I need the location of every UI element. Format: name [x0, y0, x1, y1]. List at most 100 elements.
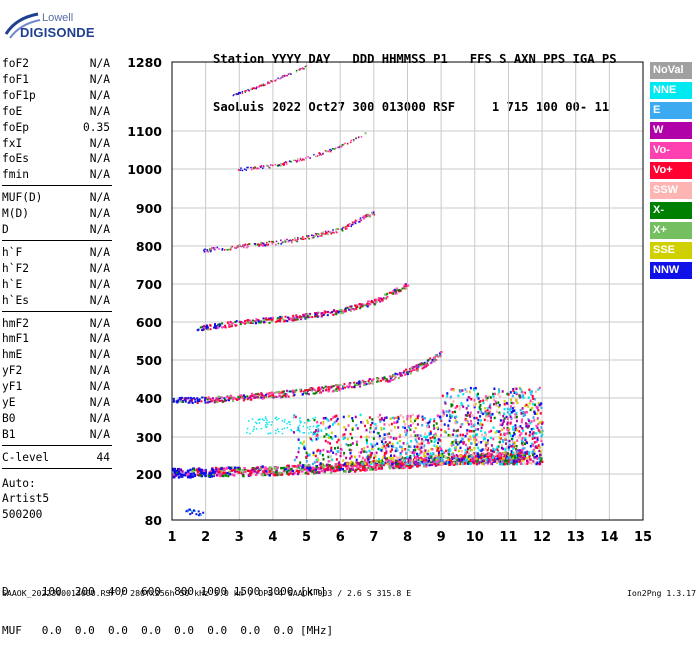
echo-point	[478, 454, 482, 457]
echo-point	[449, 434, 452, 437]
echo-point	[329, 311, 332, 314]
echo-point	[519, 461, 522, 465]
echo-point	[427, 452, 430, 456]
echo-point	[301, 393, 304, 395]
echo-point	[287, 73, 290, 75]
echo-point	[389, 450, 392, 453]
echo-point	[421, 418, 424, 421]
echo-point	[229, 248, 232, 251]
echo-point	[339, 145, 341, 147]
echo-point	[387, 460, 390, 464]
echo-point	[280, 165, 282, 167]
echo-point	[449, 395, 452, 399]
param-row-c-level: C-level 44	[2, 451, 110, 467]
echo-point	[365, 132, 367, 135]
param-row-fof2: foF2 N/A	[2, 57, 110, 73]
echo-point	[420, 446, 423, 449]
echo-point	[511, 442, 514, 446]
echo-point	[237, 471, 240, 474]
x-tick-label: 10	[466, 530, 484, 545]
echo-point	[272, 240, 274, 243]
echo-point	[490, 453, 493, 457]
echo-point	[336, 390, 338, 392]
echo-point	[264, 244, 266, 246]
echo-point	[314, 315, 316, 318]
echo-point	[283, 390, 285, 393]
echo-point	[534, 403, 536, 407]
echo-point	[326, 385, 329, 388]
echo-point	[514, 461, 517, 465]
echo-point	[534, 390, 537, 393]
ionogram-plot: 1 2 3 4 5 6 7 8 9 10 11 12 13 14 158020030040050060070…	[127, 55, 652, 545]
echo-point	[276, 466, 279, 469]
echo-point	[492, 395, 495, 398]
echo-point	[529, 422, 532, 425]
echo-point	[253, 428, 255, 430]
echo-point	[283, 162, 285, 165]
echo-point	[479, 408, 482, 411]
echo-point	[364, 462, 367, 465]
echo-point	[231, 322, 234, 325]
echo-point	[374, 443, 377, 447]
echo-point	[539, 412, 542, 415]
echo-point	[433, 460, 436, 463]
echo-point	[480, 426, 483, 429]
echo-point	[362, 468, 366, 471]
echo-point	[424, 432, 427, 435]
echo-point	[313, 153, 315, 156]
echo-point	[510, 401, 513, 405]
echo-point	[363, 450, 366, 453]
echo-point	[477, 428, 480, 431]
echo-point	[524, 432, 527, 436]
echo-point	[319, 387, 322, 390]
echo-point	[350, 386, 353, 389]
echo-point	[374, 302, 377, 305]
echo-point	[220, 396, 223, 399]
echo-point	[173, 471, 176, 474]
echo-point	[417, 458, 420, 462]
echo-point	[269, 317, 272, 320]
echo-point	[274, 417, 277, 420]
echo-point	[497, 430, 500, 433]
echo-point	[327, 436, 330, 439]
echo-point	[212, 399, 215, 402]
echo-point	[315, 429, 317, 432]
echo-point	[271, 421, 273, 423]
echo-point	[475, 438, 478, 442]
echo-point	[300, 67, 302, 70]
echo-point	[314, 432, 317, 436]
echo-point	[438, 352, 441, 355]
echo-point	[515, 419, 518, 423]
y-tick-label: 600	[136, 315, 162, 330]
param-value: N/A	[89, 427, 110, 441]
echo-point	[507, 448, 510, 451]
echo-point	[413, 368, 416, 371]
echo-point	[355, 307, 358, 310]
echo-point	[329, 465, 333, 468]
echo-point	[393, 454, 396, 457]
echo-point	[411, 462, 414, 465]
echo-point	[508, 457, 511, 461]
echo-point	[435, 359, 438, 361]
echo-point	[466, 451, 469, 454]
echo-point	[333, 465, 337, 468]
echo-point	[288, 318, 290, 321]
echo-point	[381, 298, 383, 300]
echo-point	[342, 433, 345, 437]
echo-point	[376, 377, 379, 380]
echo-point	[531, 390, 533, 393]
echo-point	[339, 444, 342, 447]
echo-point	[454, 416, 457, 419]
echo-point	[349, 451, 352, 455]
echo-point	[247, 397, 250, 400]
echo-point	[447, 457, 450, 460]
echo-point	[302, 158, 304, 160]
echo-point	[453, 447, 456, 450]
param-row-h-f2: h`F2 N/A	[2, 262, 110, 278]
echo-point	[228, 248, 231, 251]
echo-point	[528, 388, 531, 391]
echo-point	[351, 465, 354, 469]
echo-point	[246, 427, 249, 430]
echo-point	[371, 382, 374, 385]
echo-point	[188, 474, 191, 478]
